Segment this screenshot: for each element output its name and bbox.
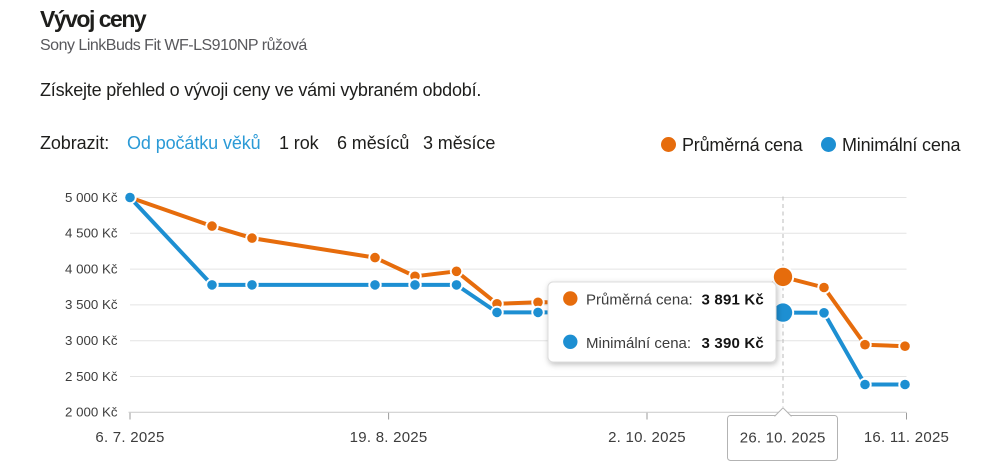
svg-text:3 891 Kč: 3 891 Kč <box>702 292 764 309</box>
svg-text:4 500 Kč: 4 500 Kč <box>65 226 118 241</box>
svg-text:2 500 Kč: 2 500 Kč <box>65 369 118 384</box>
svg-text:6. 7. 2025: 6. 7. 2025 <box>95 429 164 446</box>
svg-text:Minimální cena:: Minimální cena: <box>586 335 691 352</box>
svg-text:26. 10. 2025: 26. 10. 2025 <box>740 429 826 446</box>
svg-text:3 500 Kč: 3 500 Kč <box>65 297 118 312</box>
svg-text:Průměrná cena:: Průměrná cena: <box>586 292 693 309</box>
svg-text:4 000 Kč: 4 000 Kč <box>65 261 118 276</box>
svg-text:19. 8. 2025: 19. 8. 2025 <box>350 429 428 446</box>
svg-text:2. 10. 2025: 2. 10. 2025 <box>608 429 686 446</box>
svg-text:16. 11. 2025: 16. 11. 2025 <box>864 429 949 446</box>
svg-text:2 000 Kč: 2 000 Kč <box>65 405 118 420</box>
svg-text:5 000 Kč: 5 000 Kč <box>65 190 118 205</box>
svg-text:3 390 Kč: 3 390 Kč <box>702 335 764 352</box>
svg-text:3 000 Kč: 3 000 Kč <box>65 333 118 348</box>
